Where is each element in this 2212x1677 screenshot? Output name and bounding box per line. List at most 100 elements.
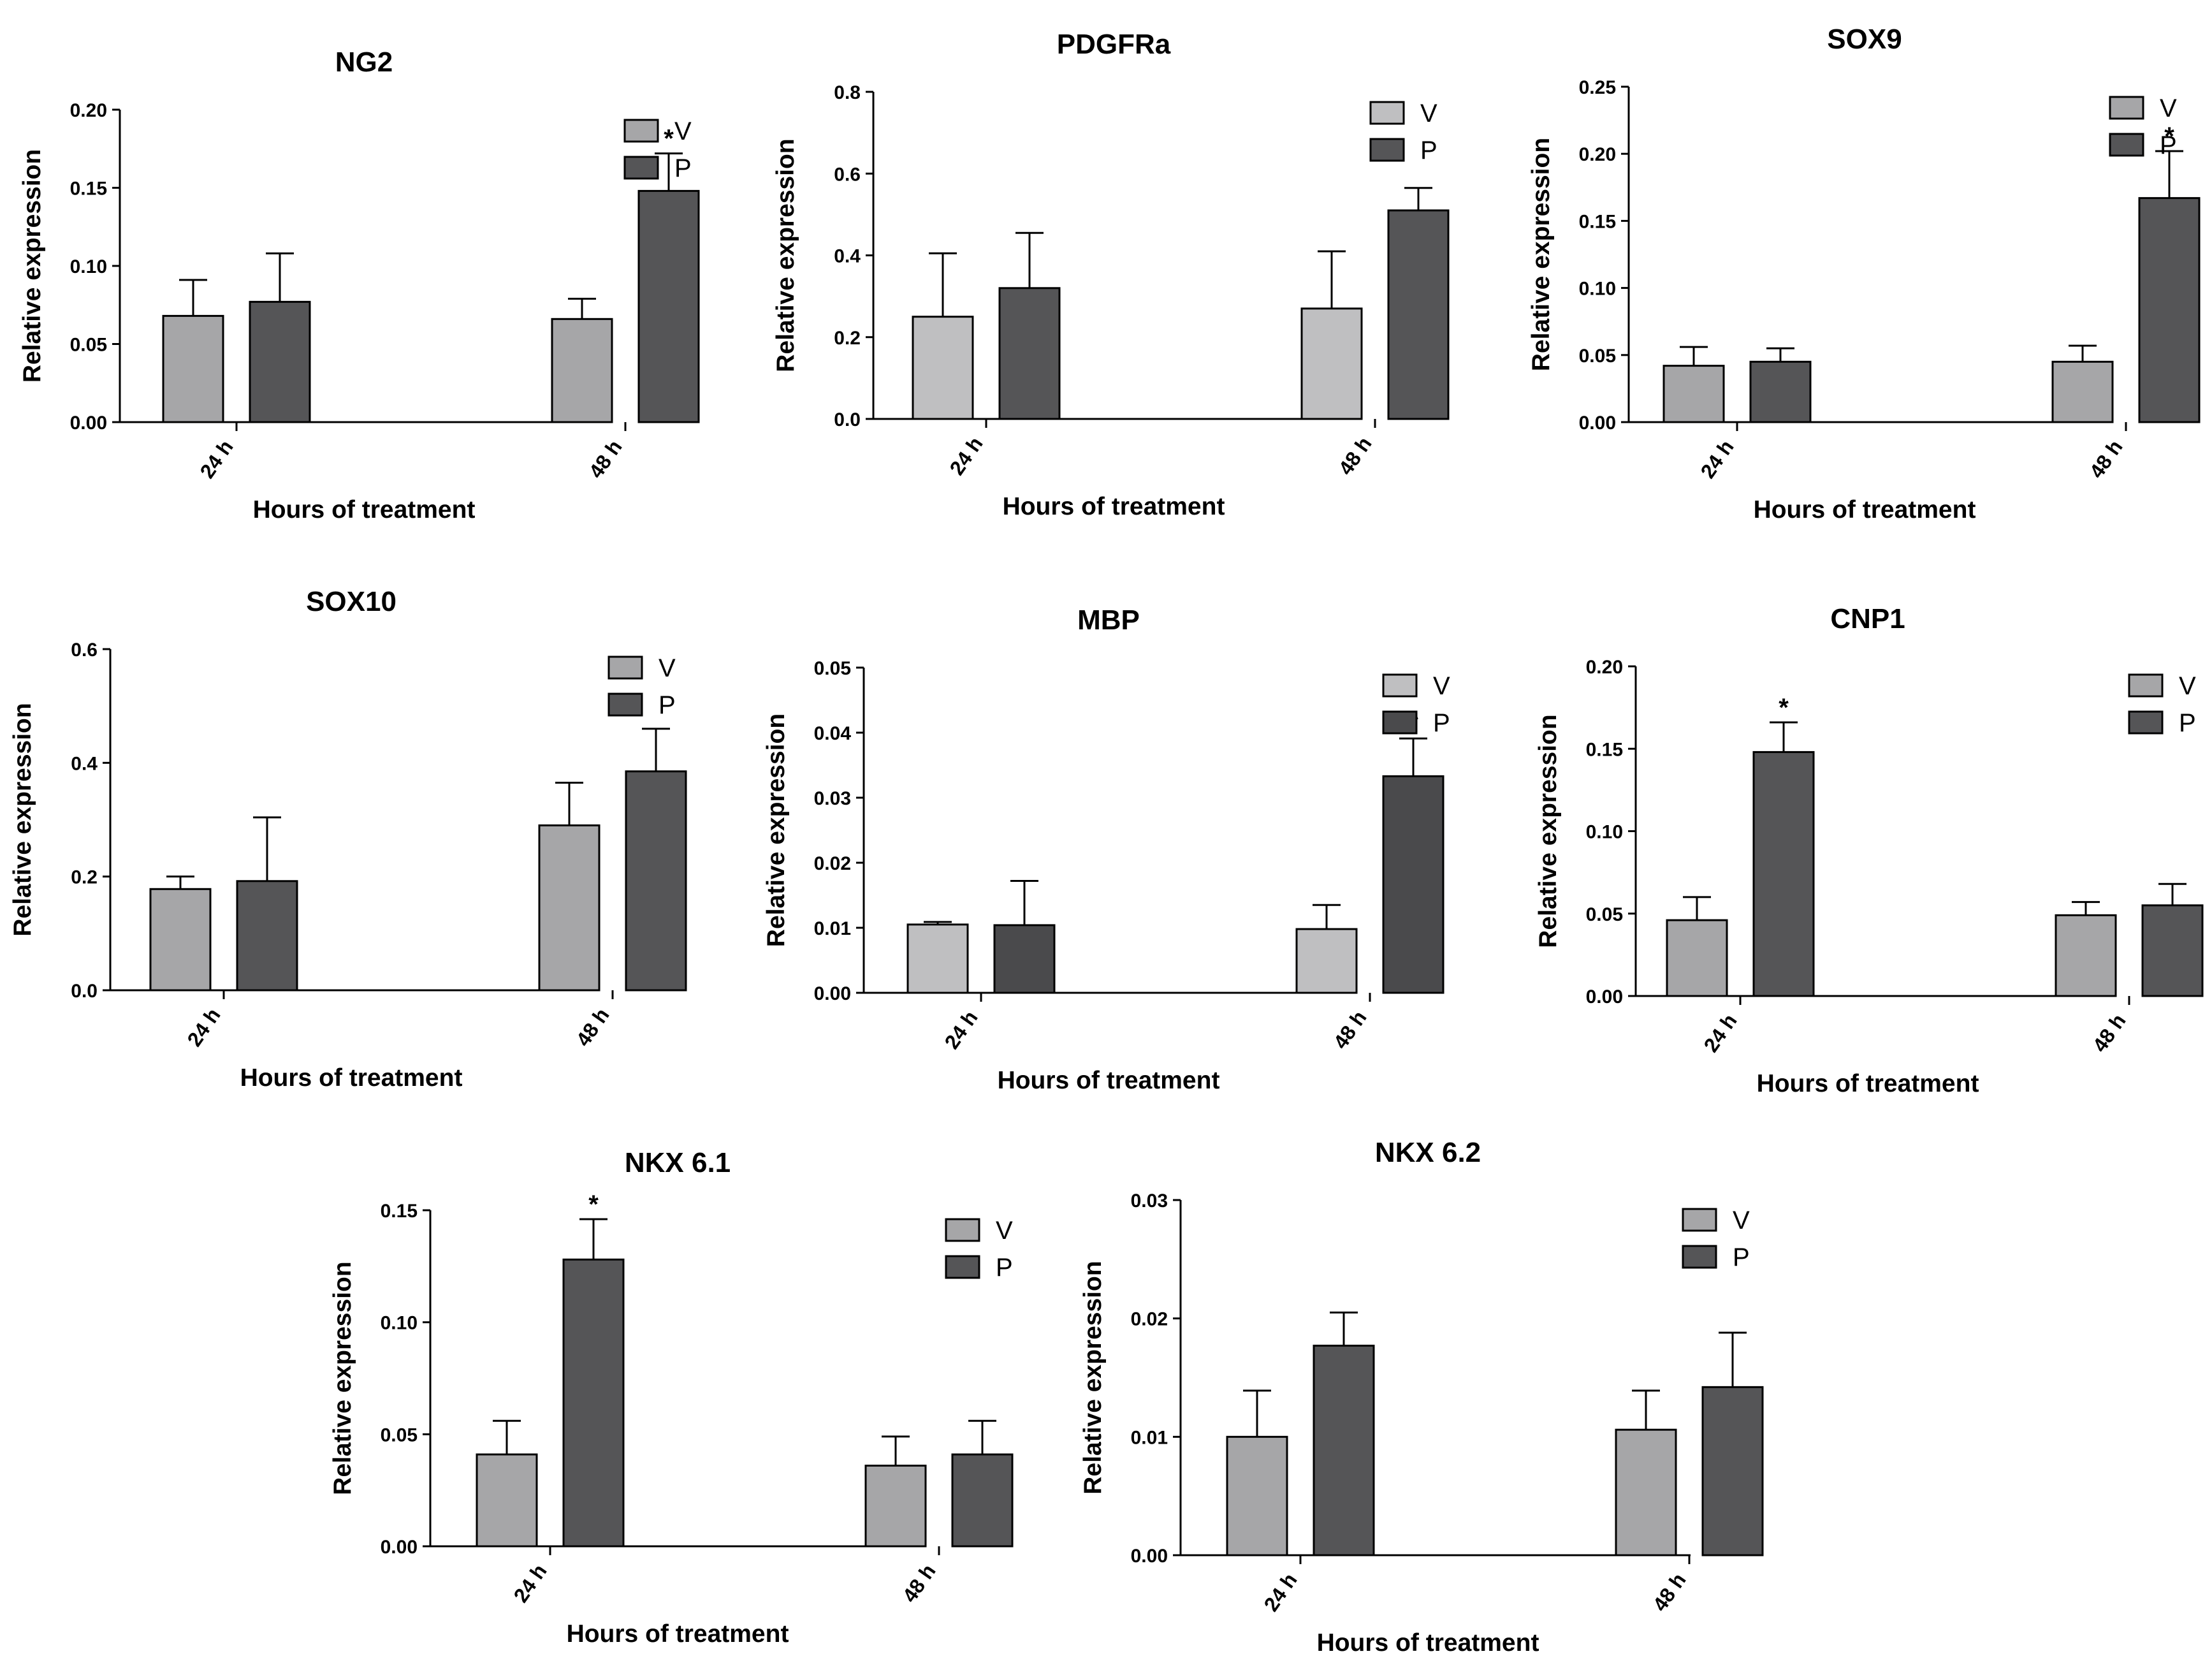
bar-V-0 [1226, 1435, 1288, 1556]
x-tick-label: 48 h [1329, 1006, 1371, 1053]
legend-swatch-P [1382, 710, 1418, 735]
x-axis-label: Hours of treatment [240, 1064, 463, 1092]
y-tick-label: 0.00 [381, 1537, 418, 1558]
bar-P-0 [998, 287, 1061, 420]
x-tick-label: 48 h [585, 436, 627, 482]
chart-title: CNP1 [1830, 603, 1905, 634]
y-tick-label: 0.4 [71, 753, 98, 774]
y-tick-label: 0.00 [1131, 1546, 1168, 1567]
x-tick-label: 24 h [509, 1560, 551, 1606]
significance-star: * [2164, 122, 2174, 150]
legend-label-P: P [1420, 136, 1437, 165]
chart-title: NKX 6.1 [625, 1147, 731, 1178]
y-tick-label: 0.10 [1579, 279, 1616, 300]
y-tick-label: 0.05 [381, 1424, 418, 1446]
x-tick-label: 48 h [1648, 1569, 1691, 1615]
legend-swatch-V [2109, 96, 2144, 120]
legend-label-P: P [2160, 131, 2177, 159]
y-tick-label: 0.00 [814, 983, 851, 1004]
legend-swatch-V [1682, 1208, 1717, 1232]
chart-title: MBP [1077, 604, 1140, 636]
y-tick-label: 0.05 [70, 335, 107, 356]
bar-V-0 [912, 316, 974, 420]
bar-P-1 [1382, 775, 1444, 994]
x-tick-label: 24 h [1696, 436, 1738, 482]
y-axis-label: Relative expression [329, 1261, 356, 1495]
y-tick-label: 0.2 [71, 867, 98, 888]
bar-V-1 [864, 1465, 927, 1548]
y-tick-label: 0.25 [1579, 77, 1616, 98]
bar-V-1 [551, 318, 613, 423]
chart-panel-4: MBP 0.00 0.01 0.02 0.03 0.04 0.05 Relative expr… [762, 604, 1450, 1094]
y-tick-label: 0.00 [70, 413, 107, 434]
chart-panel-0: NG2 0.00 0.05 0.10 0.15 0.20 Relative expressi… [18, 47, 700, 524]
y-tick-label: 0.6 [71, 640, 98, 661]
y-tick-label: 0.0 [834, 409, 861, 430]
y-tick-label: 0.04 [814, 723, 852, 744]
bar-P-1 [2141, 904, 2204, 997]
legend-swatch-V [608, 655, 643, 680]
legend-swatch-P [945, 1255, 980, 1279]
bar-P-1 [1701, 1386, 1764, 1556]
significance-star: * [1779, 694, 1789, 722]
legend-swatch-V [945, 1218, 980, 1242]
y-axis-label: Relative expression [18, 149, 46, 383]
bar-P-1 [951, 1453, 1014, 1548]
y-tick-label: 0.20 [1586, 657, 1623, 678]
legend-label-V: V [1420, 99, 1437, 128]
y-tick-label: 0.15 [1579, 211, 1616, 232]
y-tick-label: 0.2 [834, 328, 861, 349]
chart-title: SOX9 [1827, 24, 1902, 55]
bar-P-1 [1387, 209, 1450, 420]
legend-swatch-V [623, 119, 659, 143]
x-tick-label: 24 h [945, 432, 987, 479]
y-tick-label: 0.05 [1579, 346, 1616, 367]
y-tick-label: 0.15 [381, 1201, 418, 1222]
y-tick-label: 0.15 [70, 179, 107, 200]
bar-V-0 [149, 888, 212, 992]
x-tick-label: 24 h [1260, 1569, 1302, 1615]
chart-panel-7: NKX 6.2 0.00 0.01 0.02 0.03 Relative expressi… [1079, 1137, 1764, 1657]
y-tick-label: 0.02 [814, 853, 851, 874]
legend-label-P: P [1733, 1243, 1750, 1271]
chart-title: NG2 [335, 47, 393, 78]
y-tick-label: 0.01 [814, 918, 851, 939]
y-tick-label: 0.8 [834, 82, 861, 103]
chart-panel-3: SOX10 0.0 0.2 0.4 0.6 Relative expression 24 h… [9, 586, 687, 1092]
chart-panel-2: SOX9 0.00 0.05 0.10 0.15 0.20 0.25 Relative exp… [1527, 24, 2201, 524]
x-axis-label: Hours of treatment [1757, 1070, 1979, 1097]
y-axis-label: Relative expression [9, 703, 36, 936]
bar-P-1 [2138, 197, 2201, 423]
x-tick-label: 48 h [2088, 1009, 2130, 1056]
y-tick-label: 0.10 [1586, 822, 1623, 843]
x-axis-label: Hours of treatment [567, 1620, 789, 1648]
x-tick-label: 24 h [940, 1006, 982, 1053]
y-tick-label: 0.6 [834, 164, 861, 185]
legend-swatch-P [1369, 138, 1405, 162]
x-tick-label: 24 h [183, 1004, 225, 1050]
x-axis-label: Hours of treatment [253, 496, 476, 524]
bar-V-1 [2051, 360, 2114, 423]
y-tick-label: 0.05 [1586, 904, 1623, 925]
y-tick-label: 0.02 [1131, 1309, 1168, 1330]
bar-P-0 [562, 1258, 625, 1548]
chart-panel-1: PDGFRa 0.0 0.2 0.4 0.6 0.8 Relative expression… [772, 29, 1450, 520]
legend-swatch-P [2109, 133, 2144, 157]
bar-P-0 [1749, 360, 1812, 423]
bar-P-1 [625, 770, 687, 992]
bar-V-1 [538, 824, 600, 992]
y-axis-label: Relative expression [1527, 138, 1555, 371]
legend-swatch-P [1682, 1245, 1717, 1269]
x-tick-label: 24 h [1699, 1009, 1742, 1056]
legend-label-V: V [1733, 1206, 1750, 1234]
bar-V-0 [162, 314, 224, 423]
chart-title: NKX 6.2 [1375, 1137, 1481, 1168]
y-tick-label: 0.10 [70, 256, 107, 277]
bar-P-0 [993, 924, 1056, 994]
chart-panel-6: NKX 6.1 0.00 0.05 0.10 0.15 Relative expressi… [329, 1147, 1014, 1648]
bar-V-0 [1663, 365, 1725, 423]
bar-P-1 [637, 189, 700, 423]
x-tick-label: 48 h [1334, 432, 1376, 479]
legend-label-V: V [659, 654, 676, 682]
